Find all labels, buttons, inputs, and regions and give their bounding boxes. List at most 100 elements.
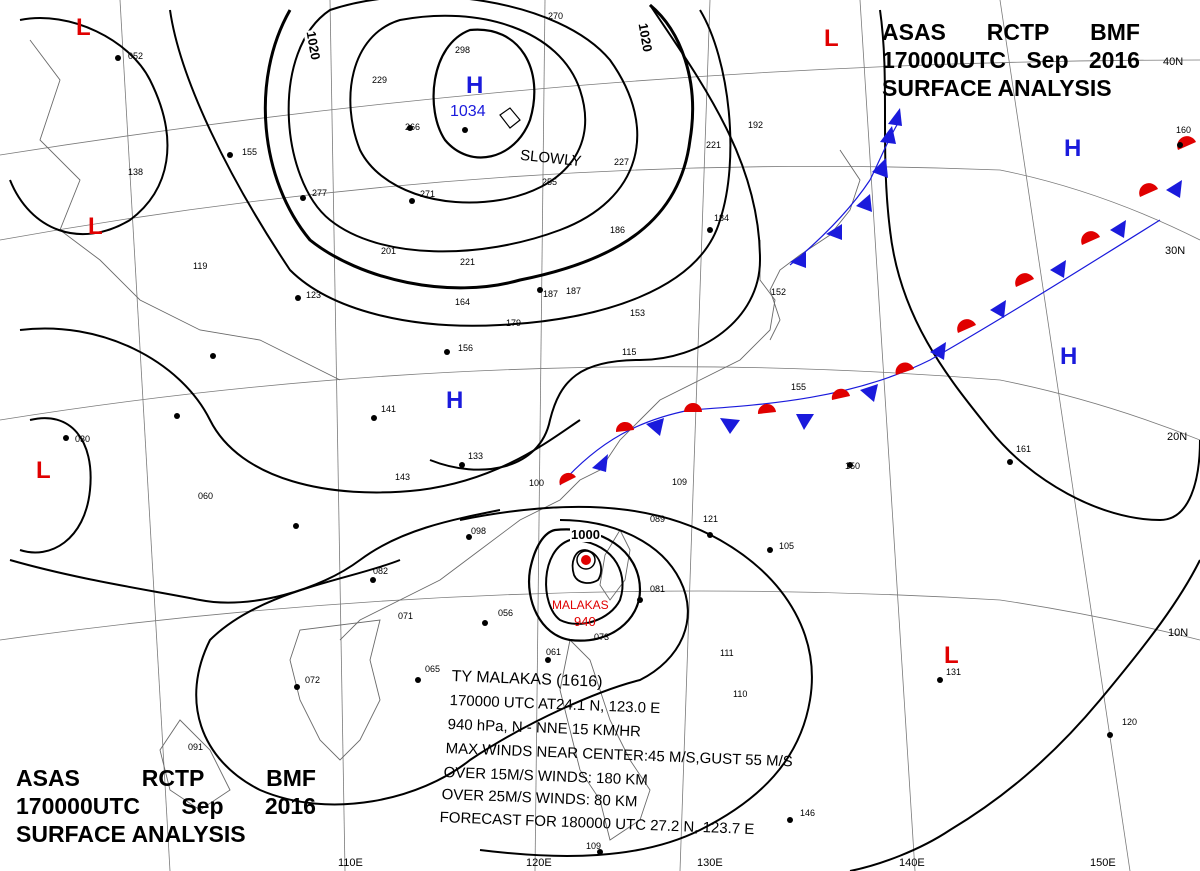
isobar-typhoon-outer	[195, 519, 689, 806]
header-year: 2016	[264, 793, 316, 819]
station-value: 123	[306, 290, 322, 300]
station-value: 121	[703, 514, 719, 524]
low-pressure-label: L	[824, 25, 839, 52]
station-value: 187	[566, 286, 582, 296]
station-value: 071	[398, 611, 414, 621]
station-value: 221	[460, 257, 476, 267]
station-value: 141	[381, 404, 397, 414]
station-value: 155	[791, 382, 807, 392]
cold-triangle	[880, 126, 896, 144]
station-value: 271	[420, 189, 436, 199]
station-value: 156	[458, 343, 474, 353]
station-dot	[1177, 142, 1183, 148]
header-office: BMF	[1090, 19, 1140, 45]
station-dot	[707, 532, 713, 538]
station-value: 187	[543, 289, 559, 299]
station-dot	[1007, 459, 1013, 465]
station-value: 098	[471, 526, 487, 536]
longitude-line-130e	[679, 0, 711, 871]
station-value: 082	[373, 566, 389, 576]
coast-inner-asia	[29, 39, 341, 381]
cold-front-symbols	[592, 108, 1182, 472]
station-value: 298	[455, 45, 471, 55]
station-value: 030	[75, 434, 91, 444]
station-value: 152	[771, 287, 787, 297]
station-dot	[407, 125, 413, 131]
longitude-label: 150E	[1090, 857, 1116, 869]
high-pressure-label: H	[466, 72, 484, 99]
header-station: RCTP	[986, 19, 1050, 45]
cold-triangle	[1166, 180, 1182, 198]
station-dot	[227, 152, 233, 158]
cold-triangle	[872, 158, 888, 178]
low-pressure-label: L	[76, 14, 91, 41]
station-dot	[1107, 732, 1113, 738]
station-value: 119	[193, 261, 208, 271]
warm-semicircle	[1139, 183, 1158, 197]
station-value: 160	[1176, 125, 1192, 135]
station-value: 111	[720, 648, 734, 658]
longitude-line-100e	[119, 0, 171, 871]
longitude-line-140e	[859, 0, 916, 871]
high-pressure-label: H	[446, 387, 464, 414]
station-value: 138	[128, 167, 144, 177]
warm-front-symbols	[559, 136, 1196, 485]
station-dot	[545, 657, 551, 663]
warm-semicircle	[957, 319, 976, 333]
station-dot	[847, 462, 853, 468]
high-pressure-label: H	[1060, 343, 1078, 370]
typhoon-name: MALAKAS	[552, 598, 609, 612]
coast-borneo	[159, 719, 231, 811]
longitude-label: 130E	[697, 857, 723, 869]
station-value: 105	[779, 541, 795, 551]
station-value: 131	[946, 667, 962, 677]
isobar-high-inner	[432, 28, 536, 159]
warm-semicircle	[684, 403, 702, 412]
station-value: 201	[381, 246, 397, 256]
cold-triangle	[826, 224, 842, 240]
header-office: BMF	[266, 765, 316, 791]
station-value: 186	[610, 225, 626, 235]
station-value: 110	[733, 689, 748, 699]
station-value: 115	[622, 347, 637, 357]
station-value: 052	[128, 51, 144, 61]
station-dot	[459, 462, 465, 468]
isobar-label: 1000	[570, 527, 601, 542]
latitude-label: 30N	[1165, 245, 1186, 257]
cold-triangle	[888, 108, 902, 126]
cold-triangle	[796, 414, 814, 430]
station-dot	[63, 435, 69, 441]
station-value: 155	[242, 147, 258, 157]
coast-japan	[769, 149, 861, 341]
station-markers	[63, 55, 1183, 855]
cold-triangle	[990, 300, 1006, 318]
warm-semicircle	[831, 388, 850, 400]
station-dot	[787, 817, 793, 823]
station-value: 146	[800, 808, 816, 818]
cold-triangle	[720, 418, 740, 434]
station-dot	[294, 684, 300, 690]
station-dot	[637, 597, 643, 603]
station-value: 056	[498, 608, 514, 618]
station-dot	[537, 287, 543, 293]
isobar-typhoon-2	[571, 549, 602, 584]
isobar-typhoon-3	[527, 528, 642, 642]
header-datetime: 170000UTC	[16, 793, 141, 819]
isobar-northwest-low	[9, 17, 169, 236]
coast-taiwan	[599, 529, 631, 601]
cold-triangle	[790, 252, 806, 268]
latitude-line-20n	[0, 366, 1200, 441]
low-pressure-label: L	[944, 642, 959, 669]
station-dot	[371, 415, 377, 421]
station-value: 184	[714, 213, 730, 223]
header-agency: ASAS	[882, 19, 946, 45]
warm-semicircle	[1015, 273, 1034, 287]
station-value: 073	[594, 632, 610, 642]
isobars	[9, 0, 1200, 871]
high-pressure-label: H	[1064, 135, 1082, 162]
cold-triangle	[1110, 220, 1126, 238]
isobar-1020-west	[263, 3, 695, 290]
warm-semicircle	[757, 403, 776, 414]
longitude-label: 120E	[526, 857, 552, 869]
